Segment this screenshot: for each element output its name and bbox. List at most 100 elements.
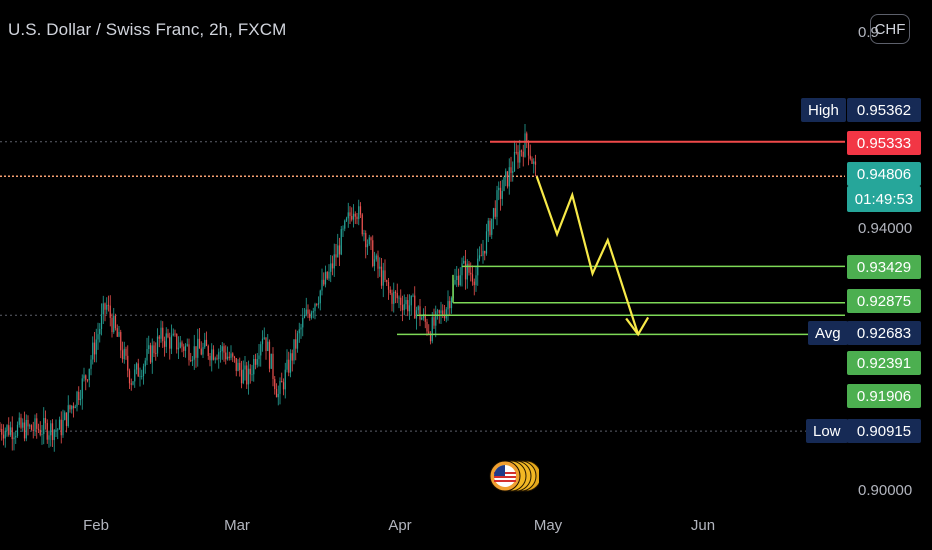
candle-body	[50, 423, 52, 436]
candle-body	[501, 190, 503, 199]
candle-body	[429, 333, 432, 342]
candle-body	[487, 220, 489, 232]
candle-body	[130, 383, 132, 385]
candle-body	[184, 345, 187, 351]
candle-body	[225, 352, 227, 360]
candle-body	[88, 368, 90, 381]
candle-body	[449, 301, 451, 309]
candle-body	[331, 263, 334, 269]
candle-body	[302, 317, 304, 328]
candle-body	[310, 312, 313, 318]
candle-body	[15, 435, 17, 438]
candle-body	[447, 301, 449, 310]
candle-body	[328, 271, 330, 279]
candle-body	[6, 425, 8, 431]
candle-body	[291, 353, 293, 361]
candle-body	[463, 260, 465, 264]
bar-countdown-label: 01:49:53	[847, 186, 921, 212]
price-axis-tick: 0.94000	[858, 220, 913, 237]
candle-body	[454, 280, 456, 285]
candle-body	[428, 331, 430, 334]
candle-body	[71, 405, 73, 410]
candle-body	[261, 338, 264, 345]
low-tag: Low	[806, 419, 848, 443]
candle-body	[18, 417, 20, 425]
candle-body	[29, 425, 31, 427]
candle-body	[216, 358, 218, 360]
candle-body	[104, 303, 106, 310]
economic-events-flag-icon[interactable]	[489, 458, 539, 494]
candle-body	[78, 391, 80, 401]
candle-body	[456, 275, 458, 281]
candle-body	[27, 419, 29, 427]
candle-body	[275, 389, 278, 398]
candle-body	[268, 341, 271, 369]
candle-body	[354, 213, 356, 217]
candle-body	[279, 380, 281, 394]
candle-body	[419, 306, 421, 320]
candle-body	[274, 379, 276, 390]
candle-body	[270, 353, 272, 369]
candle-body	[142, 366, 145, 377]
candle-body	[23, 422, 26, 439]
candle-body	[235, 358, 237, 371]
candle-body	[475, 275, 477, 286]
currency-button[interactable]: CHF	[870, 14, 910, 44]
candle-body	[228, 356, 230, 358]
time-axis-label-apr: Apr	[388, 517, 412, 534]
candle-body	[197, 338, 199, 358]
support-level-1-label: 0.93429	[847, 255, 921, 279]
candle-body	[144, 360, 146, 367]
candle-body	[79, 398, 82, 401]
candle-body	[148, 345, 150, 350]
candle-body	[492, 208, 495, 219]
candle-body	[286, 359, 288, 370]
candle-body	[457, 275, 460, 286]
candle-body	[267, 341, 269, 351]
candle-body	[342, 228, 344, 230]
candle-body	[426, 321, 428, 332]
candle-body	[260, 344, 262, 356]
candle-body	[25, 419, 27, 439]
candle-body	[123, 348, 125, 360]
candle-body	[485, 231, 488, 254]
support-level-2-label: 0.92875	[847, 289, 921, 313]
candle-body	[396, 293, 398, 299]
candle-body	[309, 313, 311, 318]
candle-body	[207, 346, 209, 357]
candle-body	[55, 429, 57, 431]
candle-body	[181, 342, 183, 347]
candle-body	[204, 339, 206, 348]
candle-body	[524, 133, 526, 157]
candle-body	[149, 345, 152, 363]
candle-body	[349, 212, 351, 216]
candle-body	[445, 309, 447, 319]
candle-body	[109, 305, 111, 318]
candle-body	[519, 150, 521, 163]
candle-body	[176, 333, 178, 350]
candle-body	[67, 405, 69, 427]
candle-body	[237, 362, 239, 371]
candle-body	[526, 133, 528, 142]
candle-body	[305, 309, 307, 316]
candle-body	[151, 345, 153, 363]
candle-body	[232, 353, 234, 357]
candle-body	[499, 187, 502, 199]
candle-body	[421, 317, 423, 320]
candle-body	[146, 349, 148, 361]
candle-body	[387, 281, 390, 290]
candle-body	[520, 150, 523, 152]
candle-body	[326, 271, 328, 279]
candle-body	[205, 339, 208, 347]
candle-body	[393, 291, 395, 304]
candle-body	[436, 310, 439, 312]
candle-body	[223, 346, 225, 353]
candle-body	[380, 266, 383, 286]
candle-body	[102, 303, 104, 315]
candle-body	[135, 363, 138, 370]
avg-tag: Avg	[808, 321, 848, 345]
candle-body	[363, 233, 365, 235]
candle-body	[230, 353, 232, 358]
candle-body	[298, 329, 300, 334]
